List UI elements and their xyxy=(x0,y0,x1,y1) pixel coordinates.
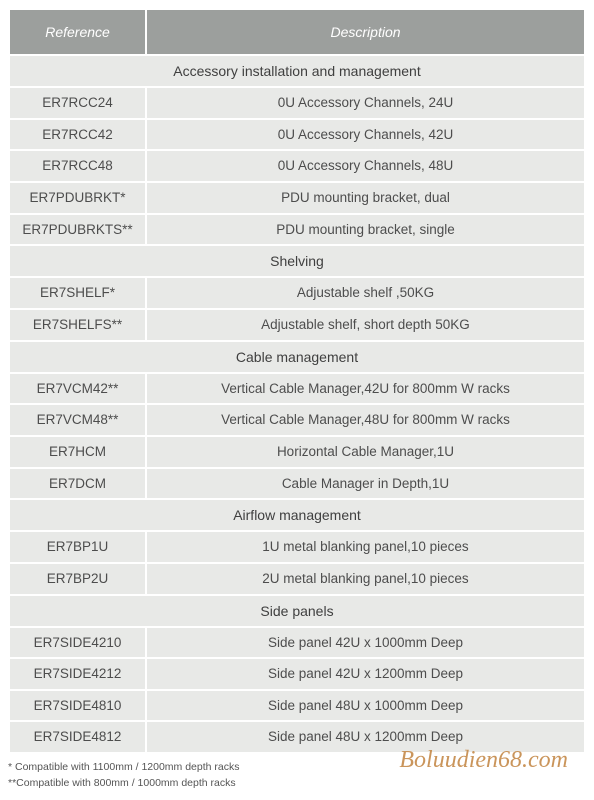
section-header: Shelving xyxy=(10,246,584,276)
table-row: ER7BP1U1U metal blanking panel,10 pieces xyxy=(10,532,584,562)
cell-description: Side panel 48U x 1200mm Deep xyxy=(147,722,584,752)
table-row: ER7DCMCable Manager in Depth,1U xyxy=(10,469,584,499)
cell-description: Vertical Cable Manager,42U for 800mm W r… xyxy=(147,374,584,404)
col-header-description: Description xyxy=(147,10,584,54)
cell-description: Side panel 42U x 1200mm Deep xyxy=(147,659,584,689)
cell-description: 0U Accessory Channels, 24U xyxy=(147,88,584,118)
cell-reference: ER7PDUBRKTS** xyxy=(10,215,145,245)
cell-description: Side panel 42U x 1000mm Deep xyxy=(147,628,584,658)
cell-reference: ER7SHELF* xyxy=(10,278,145,308)
table-row: ER7HCMHorizontal Cable Manager,1U xyxy=(10,437,584,467)
accessories-table: Reference Description Accessory installa… xyxy=(8,8,586,754)
cell-reference: ER7HCM xyxy=(10,437,145,467)
cell-description: Side panel 48U x 1000mm Deep xyxy=(147,691,584,721)
section-header: Side panels xyxy=(10,596,584,626)
section-header: Cable management xyxy=(10,342,584,372)
table-row: ER7PDUBRKTS**PDU mounting bracket, singl… xyxy=(10,215,584,245)
cell-description: Adjustable shelf ,50KG xyxy=(147,278,584,308)
table-row: ER7SIDE4812Side panel 48U x 1200mm Deep xyxy=(10,722,584,752)
footnote-line: * Compatible with 1100mm / 1200mm depth … xyxy=(8,760,586,776)
footnote-line: **Compatible with 800mm / 1000mm depth r… xyxy=(8,776,586,792)
table-row: ER7SIDE4210Side panel 42U x 1000mm Deep xyxy=(10,628,584,658)
cell-description: Vertical Cable Manager,48U for 800mm W r… xyxy=(147,405,584,435)
table-row: ER7SIDE4810Side panel 48U x 1000mm Deep xyxy=(10,691,584,721)
cell-reference: ER7SIDE4210 xyxy=(10,628,145,658)
table-row: ER7VCM48**Vertical Cable Manager,48U for… xyxy=(10,405,584,435)
cell-reference: ER7RCC24 xyxy=(10,88,145,118)
section-header: Accessory installation and management xyxy=(10,56,584,86)
cell-reference: ER7BP2U xyxy=(10,564,145,594)
table-row: ER7VCM42**Vertical Cable Manager,42U for… xyxy=(10,374,584,404)
cell-reference: ER7SIDE4812 xyxy=(10,722,145,752)
section-header: Airflow management xyxy=(10,500,584,530)
cell-reference: ER7SIDE4212 xyxy=(10,659,145,689)
cell-description: 1U metal blanking panel,10 pieces xyxy=(147,532,584,562)
cell-reference: ER7VCM42** xyxy=(10,374,145,404)
table-row: ER7SHELF*Adjustable shelf ,50KG xyxy=(10,278,584,308)
table-row: ER7RCC420U Accessory Channels, 42U xyxy=(10,120,584,150)
footnotes: * Compatible with 1100mm / 1200mm depth … xyxy=(8,760,586,792)
cell-description: 0U Accessory Channels, 42U xyxy=(147,120,584,150)
cell-reference: ER7DCM xyxy=(10,469,145,499)
cell-reference: ER7SIDE4810 xyxy=(10,691,145,721)
cell-description: Cable Manager in Depth,1U xyxy=(147,469,584,499)
col-header-reference: Reference xyxy=(10,10,145,54)
cell-description: 0U Accessory Channels, 48U xyxy=(147,151,584,181)
cell-description: Horizontal Cable Manager,1U xyxy=(147,437,584,467)
cell-reference: ER7PDUBRKT* xyxy=(10,183,145,213)
table-row: ER7SHELFS**Adjustable shelf, short depth… xyxy=(10,310,584,340)
cell-description: PDU mounting bracket, dual xyxy=(147,183,584,213)
cell-description: Adjustable shelf, short depth 50KG xyxy=(147,310,584,340)
cell-reference: ER7BP1U xyxy=(10,532,145,562)
cell-reference: ER7RCC48 xyxy=(10,151,145,181)
cell-reference: ER7RCC42 xyxy=(10,120,145,150)
table-row: ER7SIDE4212Side panel 42U x 1200mm Deep xyxy=(10,659,584,689)
cell-reference: ER7SHELFS** xyxy=(10,310,145,340)
table-row: ER7PDUBRKT*PDU mounting bracket, dual xyxy=(10,183,584,213)
table-row: ER7RCC240U Accessory Channels, 24U xyxy=(10,88,584,118)
cell-description: PDU mounting bracket, single xyxy=(147,215,584,245)
table-row: ER7RCC480U Accessory Channels, 48U xyxy=(10,151,584,181)
cell-reference: ER7VCM48** xyxy=(10,405,145,435)
table-row: ER7BP2U2U metal blanking panel,10 pieces xyxy=(10,564,584,594)
cell-description: 2U metal blanking panel,10 pieces xyxy=(147,564,584,594)
